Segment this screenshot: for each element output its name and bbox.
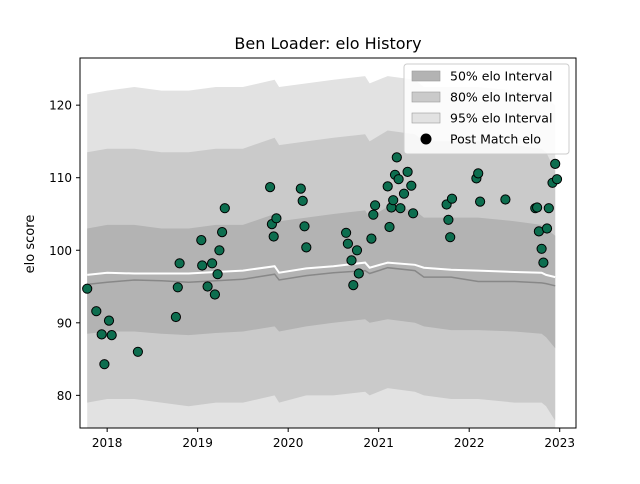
post-match-elo-point [536,243,547,254]
y-axis-label: elo score [23,215,38,274]
post-match-elo-point [265,182,276,193]
legend: 50% elo Interval 80% elo Interval 95% elo … [403,63,570,155]
legend-swatch [411,70,441,82]
post-match-elo-point [82,283,93,294]
post-match-elo-point [212,269,223,280]
post-match-elo-point [172,282,183,293]
post-match-elo-point [353,268,364,279]
post-match-elo-point [219,203,230,214]
post-match-elo-point [106,330,117,341]
post-match-elo-point [351,245,363,256]
post-match-elo-point [388,195,399,206]
post-match-elo-point [443,214,454,225]
post-match-elo-point [217,227,228,238]
post-match-elo-point [295,183,306,194]
post-match-elo-point [541,223,553,234]
x-tick-label: 2022 [454,436,485,450]
post-match-elo-point [532,202,543,213]
x-tick-label: 2019 [182,436,213,450]
post-match-elo-point [393,174,404,185]
post-match-elo-point [402,166,413,177]
x-tick-label: 2023 [544,436,575,450]
post-match-elo-point [214,245,225,256]
post-match-elo-point [538,257,549,268]
post-match-elo-point [341,227,352,238]
post-match-elo-point [543,203,554,214]
post-match-elo-point [346,255,357,266]
post-match-elo-point [368,209,379,220]
post-match-elo-point [473,168,484,179]
x-tick-label: 2021 [363,436,394,450]
post-match-elo-point [342,238,353,249]
legend-label: 50% elo Interval [450,69,552,84]
legend-label: 95% elo Interval [450,111,552,126]
x-axis: 2018 2019 2020 2021 2022 2023 [92,428,575,450]
y-tick-label: 90 [57,316,72,330]
y-tick-label: 80 [57,389,72,403]
post-match-elo-point [299,221,310,232]
post-match-elo-point [209,289,220,300]
y-axis: 80 90 100 110 120 [49,99,80,403]
y-tick-label: 100 [49,244,72,258]
chart-title: Ben Loader: elo History [234,34,421,53]
post-match-elo-point [96,329,107,340]
legend-swatch [411,112,441,124]
post-match-elo-point [202,281,213,292]
x-tick-label: 2020 [273,436,304,450]
post-match-elo-point [91,306,102,317]
post-match-elo-point [196,235,207,246]
post-match-elo-point [551,174,563,185]
post-match-elo-point [475,196,486,207]
post-match-elo-point [550,158,561,169]
post-match-elo-point [174,258,185,269]
post-match-elo-point [395,203,406,214]
post-match-elo-point [132,346,143,357]
post-match-elo-point [103,315,115,326]
post-match-elo-point [382,181,393,192]
post-match-elo-point [207,258,218,269]
post-match-elo-point [348,280,359,291]
post-match-elo-point [297,195,308,206]
post-match-elo-point [391,152,402,163]
post-match-elo-point [446,193,458,204]
x-tick-label: 2018 [92,436,123,450]
post-match-elo-point [366,233,377,244]
legend-label: 80% elo Interval [450,90,552,105]
legend-label: Post Match elo [450,132,541,147]
post-match-elo-point [384,221,395,233]
y-tick-label: 120 [49,99,72,113]
post-match-elo-point [408,208,419,219]
post-match-elo-point [398,188,410,199]
legend-marker [420,133,432,145]
legend-box [403,63,570,155]
post-match-elo-point [301,242,312,253]
post-match-elo-point [271,213,282,224]
y-tick-label: 110 [49,171,72,185]
median-elo-line [87,266,556,287]
legend-swatch [411,91,441,103]
post-match-elo-point [406,180,417,191]
post-match-elo-point [197,260,208,271]
post-match-elo-point [99,359,110,370]
post-match-elo-point [268,231,279,242]
post-match-elo-point [170,311,181,323]
axes-frame [79,57,577,429]
post-match-elo-point [500,194,511,205]
post-match-elo-point [370,200,381,211]
post-match-elo-point [445,232,456,243]
